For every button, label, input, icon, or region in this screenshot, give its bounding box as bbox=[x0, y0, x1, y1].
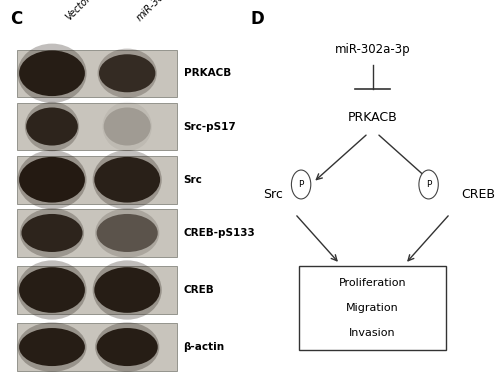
Ellipse shape bbox=[92, 260, 162, 320]
Ellipse shape bbox=[95, 208, 160, 258]
Ellipse shape bbox=[99, 54, 156, 92]
Ellipse shape bbox=[98, 48, 157, 98]
Ellipse shape bbox=[96, 214, 158, 252]
Text: Src: Src bbox=[264, 187, 283, 201]
Ellipse shape bbox=[19, 50, 85, 96]
Bar bbox=[17, 266, 176, 314]
Ellipse shape bbox=[102, 102, 152, 151]
Ellipse shape bbox=[25, 102, 79, 151]
Text: PRKACB: PRKACB bbox=[184, 68, 231, 78]
Ellipse shape bbox=[20, 208, 84, 258]
Ellipse shape bbox=[22, 214, 82, 252]
Ellipse shape bbox=[18, 322, 86, 372]
Text: Src: Src bbox=[184, 175, 203, 185]
Text: Invasion: Invasion bbox=[349, 328, 396, 338]
Text: Src-pS17: Src-pS17 bbox=[184, 121, 236, 132]
Text: miR-302a-3p: miR-302a-3p bbox=[334, 43, 410, 56]
Bar bbox=[17, 103, 176, 150]
Circle shape bbox=[292, 170, 311, 199]
Text: β-actin: β-actin bbox=[184, 342, 224, 352]
Ellipse shape bbox=[94, 267, 160, 313]
Ellipse shape bbox=[94, 157, 160, 203]
Ellipse shape bbox=[18, 150, 86, 210]
Ellipse shape bbox=[104, 107, 150, 146]
Ellipse shape bbox=[92, 150, 162, 210]
Ellipse shape bbox=[18, 260, 86, 320]
Text: CREB-pS133: CREB-pS133 bbox=[184, 228, 256, 238]
Text: D: D bbox=[250, 10, 264, 28]
Text: CREB: CREB bbox=[462, 187, 496, 201]
Ellipse shape bbox=[19, 267, 85, 313]
Text: C: C bbox=[10, 10, 22, 28]
Bar bbox=[17, 323, 176, 371]
Text: P: P bbox=[298, 180, 304, 189]
Ellipse shape bbox=[19, 328, 85, 366]
Bar bbox=[298, 266, 446, 350]
Ellipse shape bbox=[96, 328, 158, 366]
Text: Proliferation: Proliferation bbox=[338, 278, 406, 288]
Text: P: P bbox=[426, 180, 432, 189]
Ellipse shape bbox=[19, 157, 85, 203]
Text: miR-302a-3p: miR-302a-3p bbox=[134, 0, 186, 23]
Bar bbox=[17, 50, 176, 97]
Text: Migration: Migration bbox=[346, 303, 399, 313]
Circle shape bbox=[419, 170, 438, 199]
Bar bbox=[17, 156, 176, 203]
Text: Vector: Vector bbox=[64, 0, 93, 23]
Ellipse shape bbox=[95, 322, 160, 372]
Bar bbox=[17, 209, 176, 257]
Text: CREB: CREB bbox=[184, 285, 214, 295]
Ellipse shape bbox=[26, 107, 78, 146]
Ellipse shape bbox=[18, 43, 86, 103]
Text: PRKACB: PRKACB bbox=[348, 111, 398, 125]
